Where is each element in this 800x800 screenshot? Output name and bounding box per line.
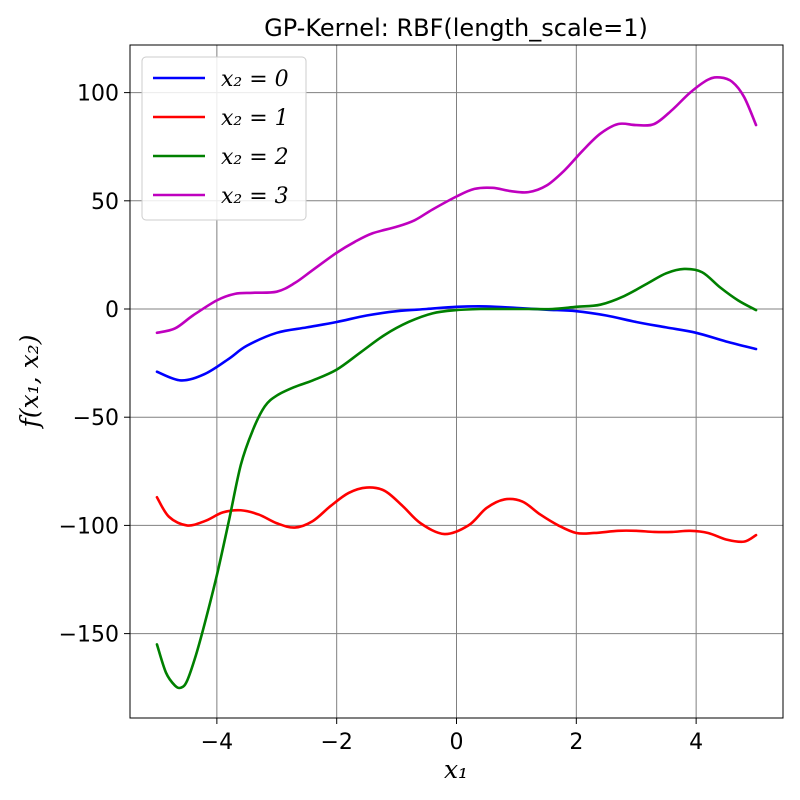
series-line-0 [155, 305, 758, 382]
legend-label-2: x₂ = 2 [221, 145, 289, 170]
series-line-3 [155, 75, 758, 335]
x-axis-ticks: −4 −2 0 2 4 [201, 718, 703, 755]
x-axis-label: x₁ [444, 755, 468, 784]
legend-label-0: x₂ = 0 [221, 67, 289, 92]
chart-title: GP-Kernel: RBF(length_scale=1) [264, 14, 648, 42]
y-tick-label: 0 [105, 298, 119, 323]
y-tick-label: 100 [77, 82, 119, 107]
series-lines [155, 75, 758, 690]
y-axis-label: f(x₁, x₂) [15, 335, 44, 430]
legend-items: x₂ = 0 x₂ = 1 x₂ = 2 x₂ = 3 [153, 67, 289, 209]
x-tick-label: 4 [689, 730, 703, 755]
legend: x₂ = 0 x₂ = 1 x₂ = 2 x₂ = 3 [141, 56, 307, 221]
y-tick-label: −50 [73, 406, 119, 431]
x-tick-label: −4 [201, 730, 233, 755]
legend-box [141, 56, 307, 221]
y-tick-label: 50 [91, 190, 119, 215]
legend-label-3: x₂ = 3 [221, 184, 289, 209]
x-tick-label: −2 [320, 730, 352, 755]
legend-label-1: x₂ = 1 [221, 106, 289, 131]
series-line-2 [155, 267, 758, 690]
x-tick-label: 0 [450, 730, 464, 755]
y-tick-label: −150 [59, 623, 119, 648]
x-tick-label: 2 [569, 730, 583, 755]
y-tick-label: −100 [59, 514, 119, 539]
series-line-1 [155, 486, 758, 544]
y-axis-ticks: −150 −100 −50 0 50 100 [59, 82, 130, 648]
